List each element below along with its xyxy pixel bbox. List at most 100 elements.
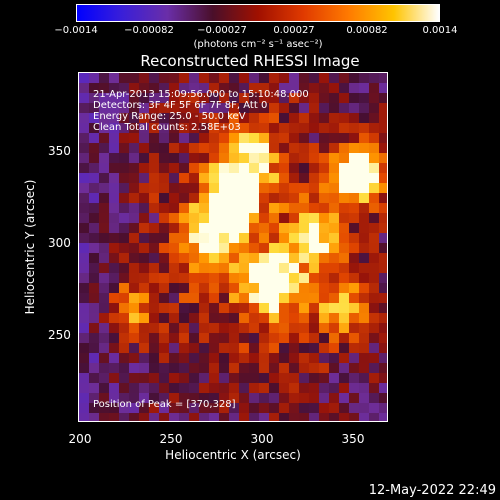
heatmap-cell bbox=[149, 253, 159, 263]
heatmap-cell bbox=[109, 393, 119, 403]
heatmap-cell bbox=[329, 113, 339, 123]
heatmap-cell bbox=[339, 123, 349, 133]
heatmap-cell bbox=[79, 193, 89, 203]
heatmap-cell bbox=[129, 103, 139, 113]
heatmap-cell bbox=[279, 363, 289, 373]
heatmap-cell bbox=[349, 203, 359, 213]
info-energy-range: Energy Range: 25.0 - 50.0 keV bbox=[93, 111, 246, 122]
heatmap-cell bbox=[219, 333, 229, 343]
heatmap-cell bbox=[89, 203, 99, 213]
heatmap-cell bbox=[79, 383, 89, 393]
heatmap-cell bbox=[279, 273, 289, 283]
heatmap-cell bbox=[139, 213, 149, 223]
heatmap-cell bbox=[249, 153, 259, 163]
heatmap-cell bbox=[179, 153, 189, 163]
heatmap-cell bbox=[349, 313, 359, 323]
heatmap-cell bbox=[359, 143, 369, 153]
heatmap-cell bbox=[269, 243, 279, 253]
heatmap-cell bbox=[309, 283, 319, 293]
heatmap-cell bbox=[369, 413, 379, 421]
heatmap-cell bbox=[139, 173, 149, 183]
heatmap-cell bbox=[289, 183, 299, 193]
heatmap-cell bbox=[379, 293, 387, 303]
heatmap-cell bbox=[269, 203, 279, 213]
heatmap-cell bbox=[339, 93, 349, 103]
heatmap-cell bbox=[349, 113, 359, 123]
heatmap-cell bbox=[139, 353, 149, 363]
heatmap-cell bbox=[239, 93, 249, 103]
heatmap-cell bbox=[239, 403, 249, 413]
heatmap-cell bbox=[379, 143, 387, 153]
heatmap-cell bbox=[269, 263, 279, 273]
heatmap-cell bbox=[89, 123, 99, 133]
heatmap-cell bbox=[379, 243, 387, 253]
heatmap-cell bbox=[279, 253, 289, 263]
heatmap-cell bbox=[359, 333, 369, 343]
heatmap-cell bbox=[319, 93, 329, 103]
heatmap-cell bbox=[89, 103, 99, 113]
heatmap-cell bbox=[219, 153, 229, 163]
heatmap-cell bbox=[159, 293, 169, 303]
heatmap-cell bbox=[359, 113, 369, 123]
heatmap-cell bbox=[349, 273, 359, 283]
heatmap-cell bbox=[159, 283, 169, 293]
heatmap-cell bbox=[199, 123, 209, 133]
heatmap-cell bbox=[329, 403, 339, 413]
heatmap-cell bbox=[289, 173, 299, 183]
heatmap-cell bbox=[199, 253, 209, 263]
heatmap-cell bbox=[329, 383, 339, 393]
heatmap-cell bbox=[129, 373, 139, 383]
heatmap-cell bbox=[189, 353, 199, 363]
heatmap-cell bbox=[259, 203, 269, 213]
heatmap-cell bbox=[279, 163, 289, 173]
heatmap-cell bbox=[209, 83, 219, 93]
heatmap-cell bbox=[359, 343, 369, 353]
heatmap-cell bbox=[229, 373, 239, 383]
heatmap-cell bbox=[199, 403, 209, 413]
heatmap-cell bbox=[269, 153, 279, 163]
heatmap-cell bbox=[179, 343, 189, 353]
heatmap-cell bbox=[209, 323, 219, 333]
heatmap-cell bbox=[189, 173, 199, 183]
heatmap-cell bbox=[379, 173, 387, 183]
heatmap-cell bbox=[159, 353, 169, 363]
heatmap-cell bbox=[259, 333, 269, 343]
heatmap-cell bbox=[119, 333, 129, 343]
heatmap-cell bbox=[289, 193, 299, 203]
heatmap-cell bbox=[139, 293, 149, 303]
heatmap-cell bbox=[319, 393, 329, 403]
heatmap-cell bbox=[159, 113, 169, 123]
heatmap-cell bbox=[209, 273, 219, 283]
heatmap-cell bbox=[99, 413, 109, 421]
heatmap-cell bbox=[249, 113, 259, 123]
heatmap-cell bbox=[129, 233, 139, 243]
heatmap-cell bbox=[119, 373, 129, 383]
heatmap-cell bbox=[199, 153, 209, 163]
heatmap-cell bbox=[259, 393, 269, 403]
heatmap-cell bbox=[229, 153, 239, 163]
heatmap-cell bbox=[229, 363, 239, 373]
heatmap-cell bbox=[209, 153, 219, 163]
heatmap-cell bbox=[119, 183, 129, 193]
heatmap-cell bbox=[289, 203, 299, 213]
heatmap-cell bbox=[299, 103, 309, 113]
heatmap-cell bbox=[339, 313, 349, 323]
heatmap-cell bbox=[299, 313, 309, 323]
heatmap-cell bbox=[319, 203, 329, 213]
heatmap-cell bbox=[89, 213, 99, 223]
heatmap-cell bbox=[369, 213, 379, 223]
heatmap-cell bbox=[269, 193, 279, 203]
heatmap-cell bbox=[279, 333, 289, 343]
heatmap-cell bbox=[359, 353, 369, 363]
heatmap-cell bbox=[229, 193, 239, 203]
heatmap-cell bbox=[219, 83, 229, 93]
heatmap-cell bbox=[239, 83, 249, 93]
heatmap-cell bbox=[369, 383, 379, 393]
heatmap-cell bbox=[219, 183, 229, 193]
heatmap-cell bbox=[339, 133, 349, 143]
heatmap-cell bbox=[319, 153, 329, 163]
heatmap-cell bbox=[219, 243, 229, 253]
heatmap-cell bbox=[239, 153, 249, 163]
heatmap-cell bbox=[119, 363, 129, 373]
heatmap-cell bbox=[349, 263, 359, 273]
